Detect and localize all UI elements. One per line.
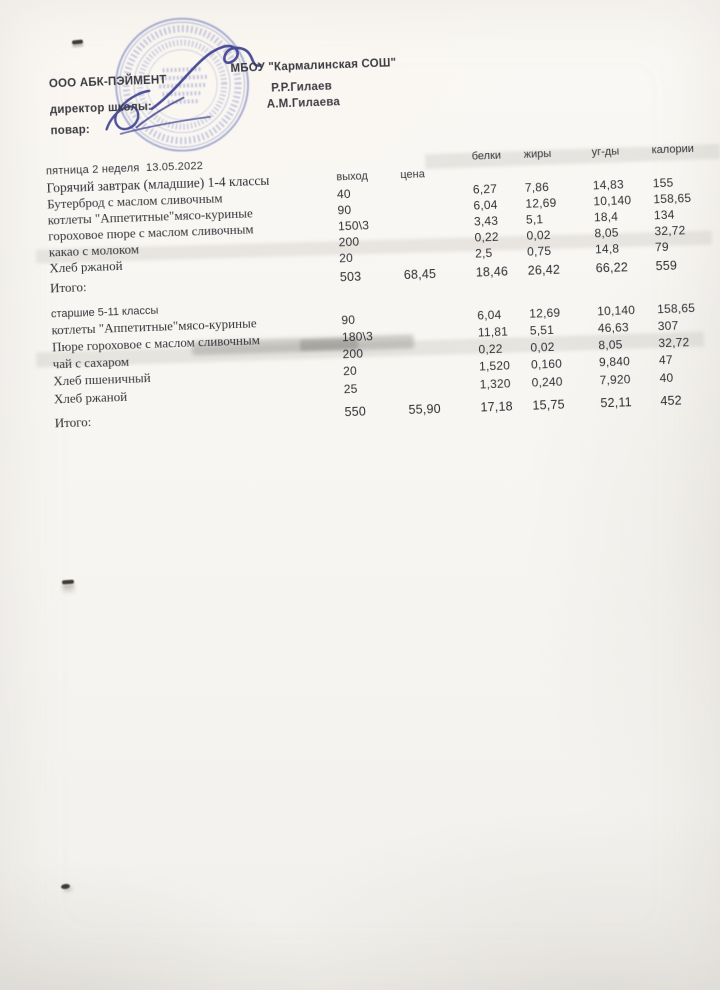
total-belki: 17,18: [480, 399, 514, 415]
cell-kalorii: 32,72: [658, 335, 690, 351]
total-kalorii: 452: [660, 393, 683, 409]
cell-uglevody: 9,840: [598, 354, 631, 370]
cell-belki: 2,5: [474, 245, 493, 261]
cell-uglevody: 7,920: [599, 372, 631, 388]
cell-uglevody: 10,140: [596, 303, 636, 319]
total-uglevody: 52,11: [600, 395, 633, 411]
menu-table: пятница 2 неделя 13.05.2022 белки жиры у…: [46, 141, 717, 437]
cell-kalorii: 155: [652, 175, 674, 191]
round-stamp-seal-icon: [115, 17, 249, 152]
cell-belki: 1,520: [478, 358, 511, 374]
cell-belki: 3,43: [473, 213, 499, 229]
cook-label: повар:: [50, 123, 91, 138]
cell-vyhod: 20: [342, 363, 358, 379]
cell-kalorii: 158,65: [653, 191, 692, 207]
cell-belki: 0,22: [474, 229, 499, 245]
cell-belki: 6,04: [473, 197, 498, 213]
total-vyhod: 503: [339, 269, 362, 285]
cell-kalorii: 307: [657, 318, 679, 334]
cell-zhiry: 0,240: [531, 374, 563, 390]
cell-kalorii: 134: [653, 207, 675, 223]
director-name: Р.Р.Гилаев: [271, 80, 333, 95]
cell-kalorii: 32,72: [654, 223, 686, 239]
col-header-kalorii: калории: [651, 142, 695, 157]
cell-uglevody: 8,05: [598, 337, 623, 353]
cell-belki: 6,27: [472, 181, 498, 197]
signature-icon: [105, 44, 262, 135]
cell-kalorii: 158,65: [656, 300, 696, 317]
total-cena: 55,90: [408, 401, 442, 417]
total-zhiry: 26,42: [527, 262, 561, 278]
total-zhiry: 15,75: [532, 397, 565, 413]
cell-vyhod: 25: [343, 381, 358, 397]
total-kalorii: 559: [655, 258, 678, 274]
cell-belki: 1,320: [479, 376, 511, 392]
cell-belki: 11,81: [477, 324, 509, 340]
cook-name: А.М.Гилаева: [266, 96, 341, 111]
cell-belki: 0,22: [478, 341, 503, 357]
cell-zhiry: 0,160: [530, 356, 563, 372]
total-vyhod: 550: [344, 404, 367, 420]
cell-kalorii: 40: [659, 370, 674, 386]
total-uglevody: 66,22: [595, 260, 629, 276]
cell-kalorii: 47: [658, 352, 673, 368]
total-belki: 18,46: [475, 264, 509, 280]
col-header-belki: белки: [471, 149, 502, 163]
cell-belki: 6,04: [477, 307, 502, 323]
total-cena: 68,45: [403, 266, 437, 283]
cell-uglevody: 46,63: [597, 320, 630, 336]
